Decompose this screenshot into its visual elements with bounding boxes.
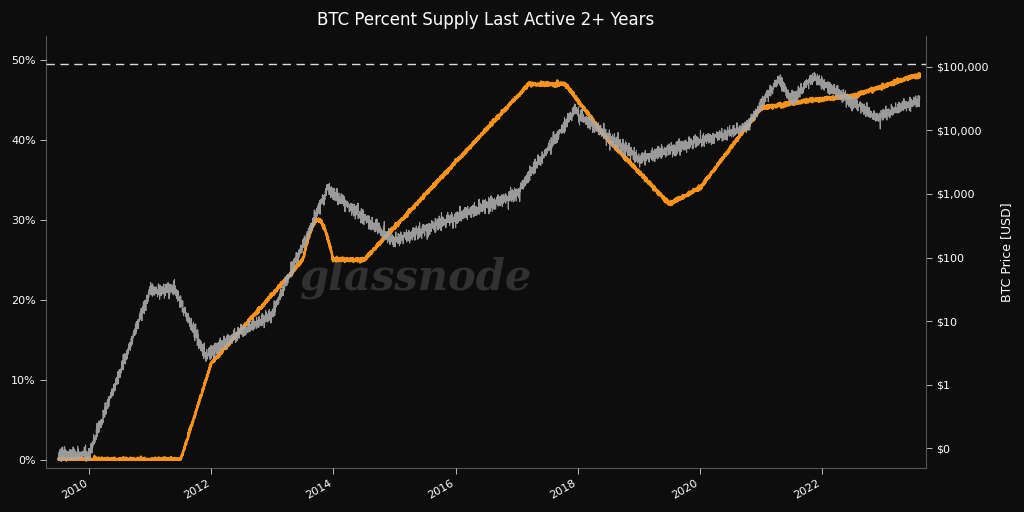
Y-axis label: BTC Price [USD]: BTC Price [USD] <box>999 202 1013 302</box>
Title: BTC Percent Supply Last Active 2+ Years: BTC Percent Supply Last Active 2+ Years <box>317 11 654 29</box>
Text: glassnode: glassnode <box>299 257 531 299</box>
